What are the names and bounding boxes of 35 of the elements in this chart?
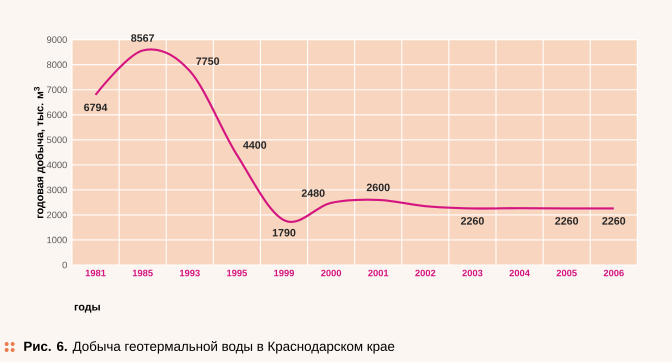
x-tick-label: 2004 (509, 270, 530, 276)
data-label: 2260 (460, 217, 484, 225)
x-tick-label: 1981 (86, 270, 106, 276)
data-label: 8567 (131, 34, 154, 42)
x-axis-title: годы (74, 304, 100, 313)
x-tick-label: 1993 (180, 270, 200, 276)
x-tick-label: 2003 (462, 270, 482, 276)
data-label: 2480 (302, 189, 325, 197)
data-label: 7750 (196, 57, 220, 65)
x-tick-label: 2002 (415, 270, 436, 276)
y-tick-label: 8000 (46, 61, 67, 68)
y-axis-title: годовая добыча, тыс. м$^{3}$ (34, 86, 46, 218)
y-tick-label: 5000 (46, 136, 67, 144)
y-tick-label: 1000 (47, 236, 67, 244)
data-label: 1790 (272, 228, 296, 236)
y-tick-label: 9000 (46, 36, 67, 43)
x-tick-label: 2005 (556, 270, 577, 276)
data-label: 2260 (555, 217, 578, 225)
data-label: 2260 (602, 217, 626, 225)
y-tick-label: 4000 (46, 162, 67, 168)
data-label: 4400 (243, 141, 266, 149)
x-tick-label: 2001 (368, 270, 388, 276)
text: Рис. 6. Добыча геотермальной воды в Краснодарском крае (24, 340, 394, 354)
x-tick-label: 1995 (227, 270, 248, 276)
y-tick-label: 0 (62, 262, 67, 268)
x-tick-label: 1985 (132, 270, 153, 276)
y-tick-label: 6000 (47, 111, 67, 118)
x-tick-label: 1999 (274, 270, 294, 276)
y-tick-label: 2000 (46, 212, 67, 218)
x-tick-label: 2006 (604, 270, 624, 276)
x-tick-label: 2000 (321, 270, 342, 276)
data-label: 2600 (366, 184, 390, 192)
y-tick-label: 3000 (46, 186, 67, 194)
data-label: 6794 (84, 104, 108, 112)
y-tick-label: 7000 (47, 86, 67, 94)
